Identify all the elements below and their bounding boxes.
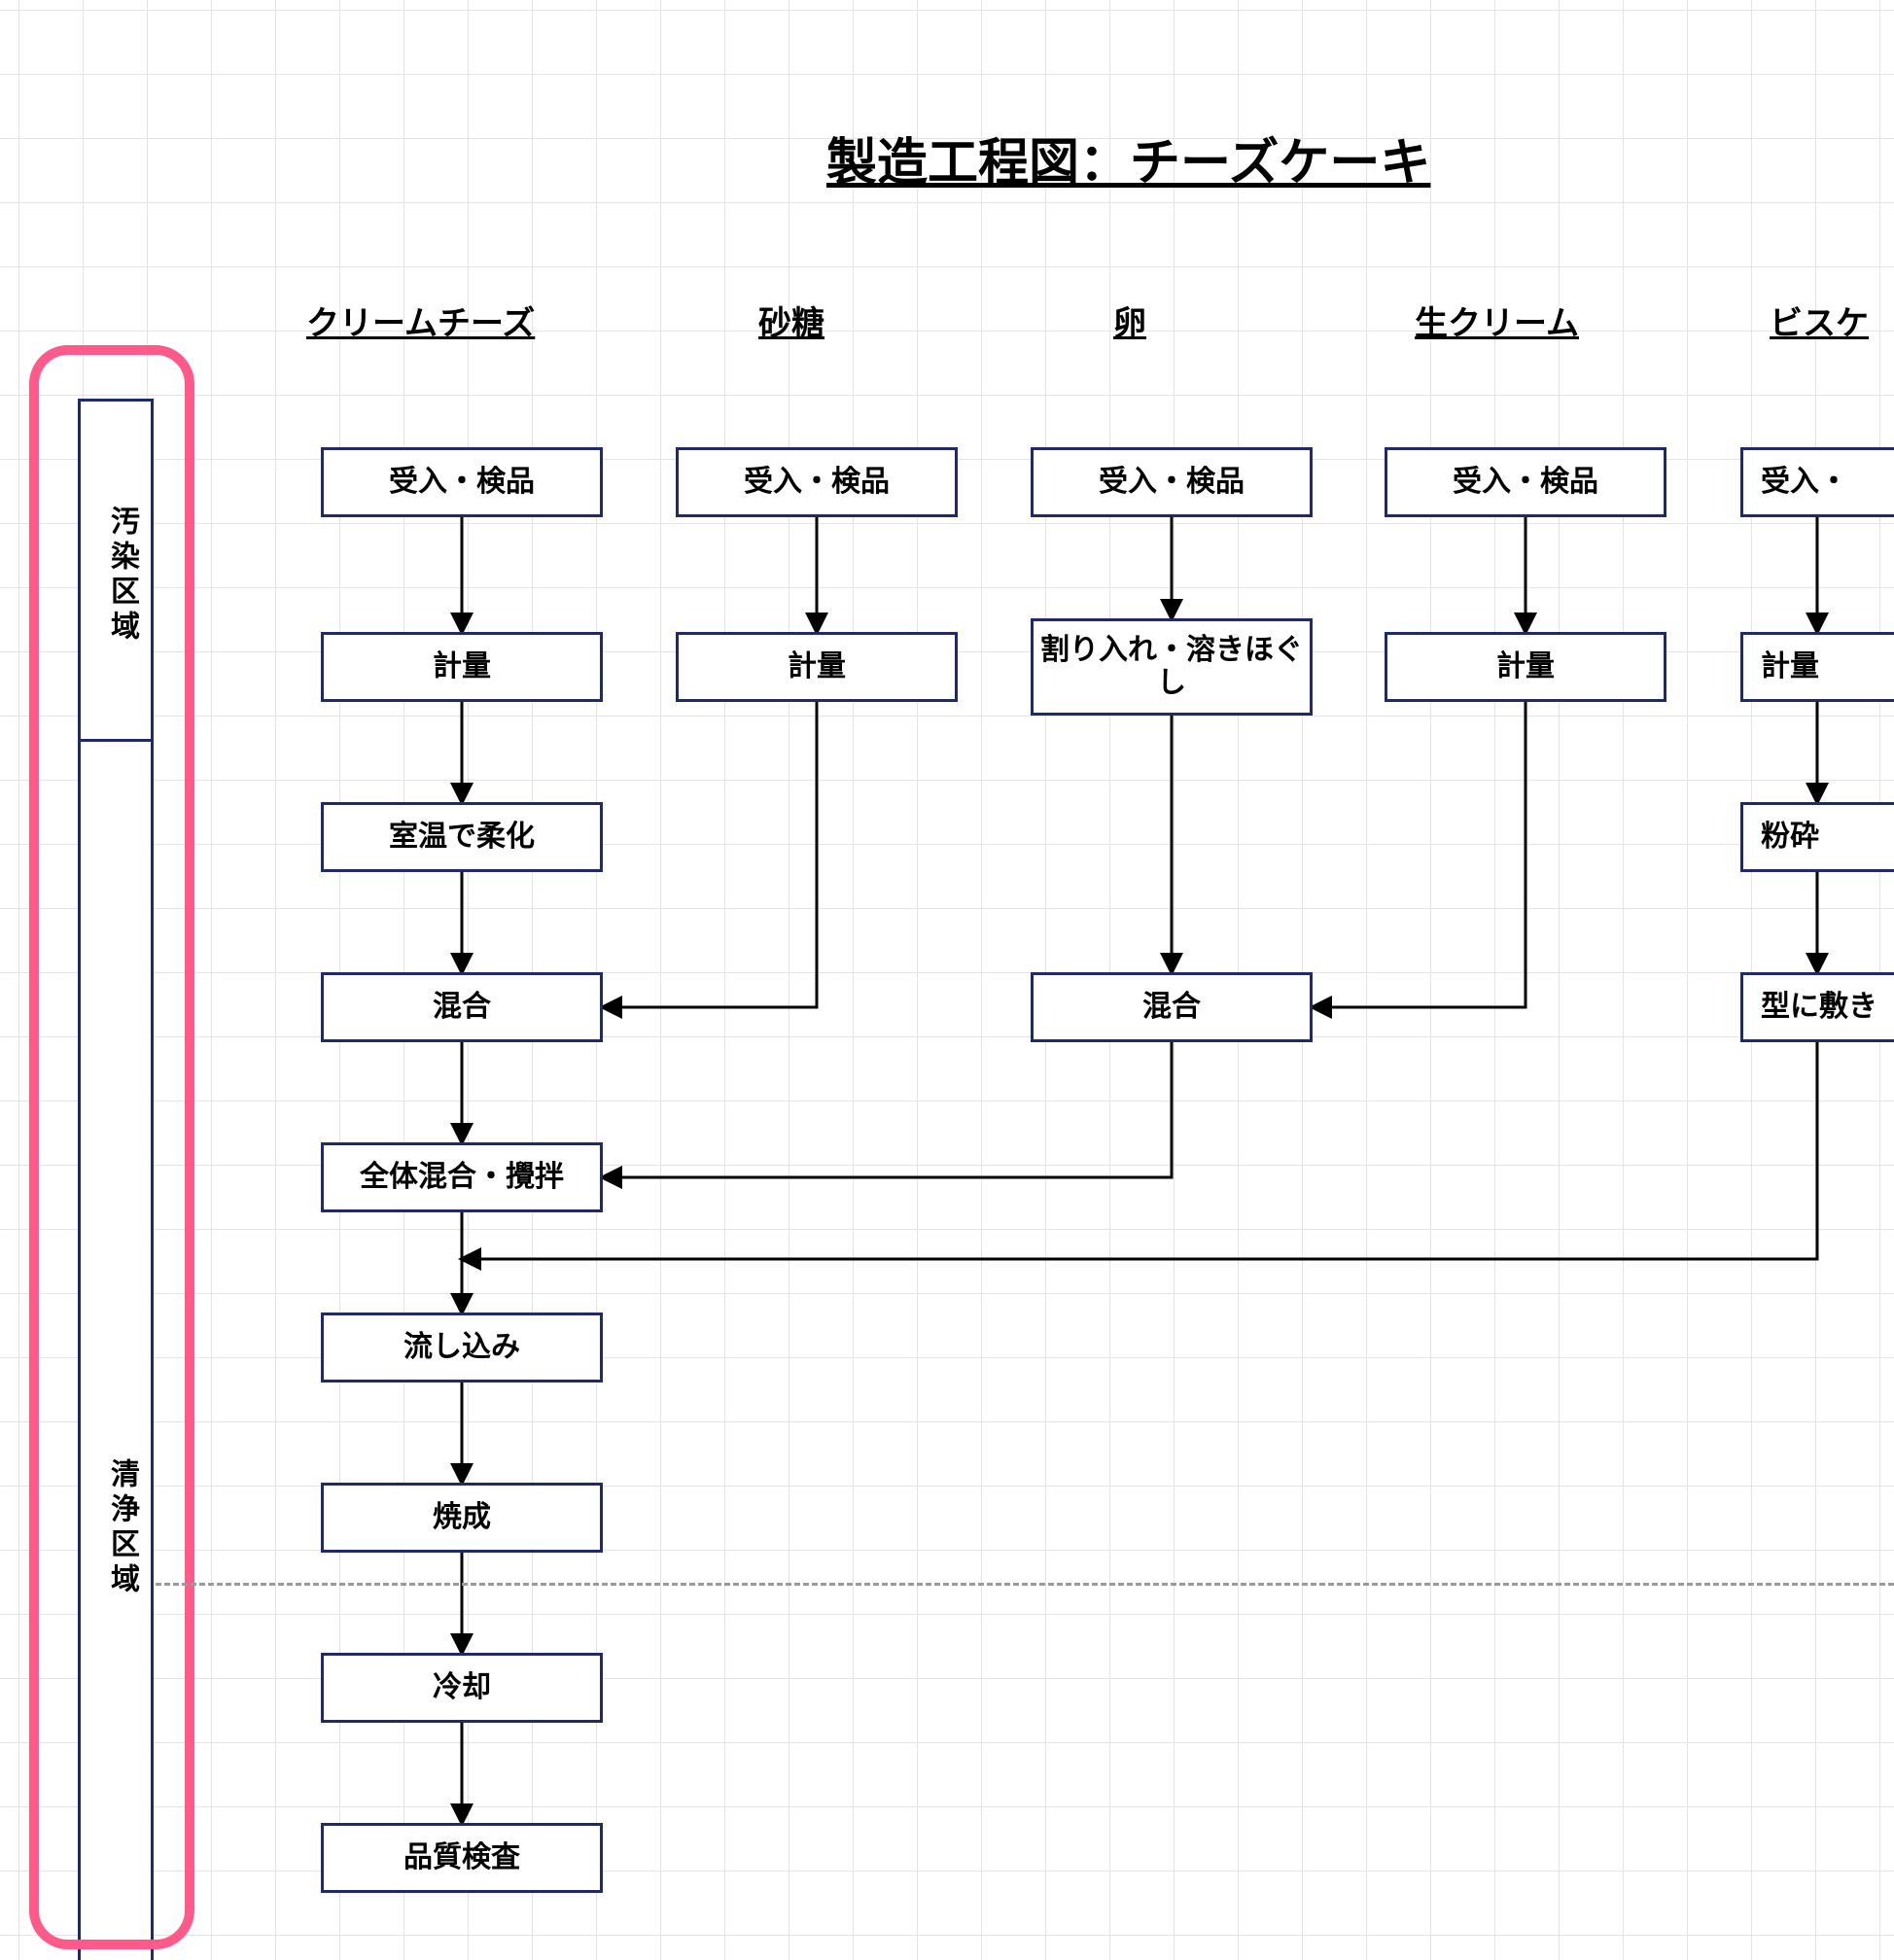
flow-node: 焼成 <box>321 1483 603 1553</box>
flow-node: 割り入れ・溶きほぐし <box>1031 618 1313 716</box>
column-header: 卵 <box>1113 297 1146 344</box>
flowchart-edges <box>0 0 1894 1960</box>
flow-node: 流し込み <box>321 1312 603 1382</box>
flow-node: 品質検査 <box>321 1823 603 1893</box>
flow-node: 受入・検品 <box>321 447 603 517</box>
column-header: 砂糖 <box>758 297 824 344</box>
flow-node: 受入・検品 <box>1031 447 1313 517</box>
flow-node: 計量 <box>676 632 958 702</box>
zone-highlight <box>29 345 194 1949</box>
column-header: クリームチーズ <box>306 297 535 344</box>
flow-node: 室温で柔化 <box>321 802 603 872</box>
flow-node: 混合 <box>1031 972 1313 1042</box>
flow-node: 受入・ <box>1740 447 1894 517</box>
zone-divider-dashed <box>156 1583 1894 1586</box>
flow-node: 計量 <box>321 632 603 702</box>
flowchart-canvas: 製造工程図：チーズケーキ 汚染区域清浄区域 クリームチーズ砂糖卵生クリームビスケ… <box>0 0 1894 1960</box>
column-header: 生クリーム <box>1415 297 1579 344</box>
diagram-title: 製造工程図：チーズケーキ <box>826 122 1430 194</box>
flow-node: 計量 <box>1385 632 1666 702</box>
flow-node: 計量 <box>1740 632 1894 702</box>
flow-node: 型に敷き <box>1740 972 1894 1042</box>
flow-node: 受入・検品 <box>1385 447 1666 517</box>
flow-node: 全体混合・攪拌 <box>321 1142 603 1212</box>
flow-node: 混合 <box>321 972 603 1042</box>
flow-node: 受入・検品 <box>676 447 958 517</box>
flow-node: 粉砕 <box>1740 802 1894 872</box>
flow-node: 冷却 <box>321 1653 603 1723</box>
column-header: ビスケ <box>1770 297 1869 344</box>
